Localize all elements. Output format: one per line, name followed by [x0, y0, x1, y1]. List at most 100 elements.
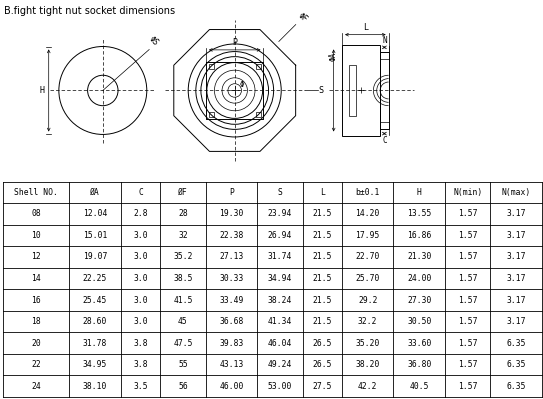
- Text: 21.5: 21.5: [313, 274, 332, 283]
- Text: 16: 16: [31, 296, 41, 304]
- Text: 35.20: 35.20: [356, 339, 380, 348]
- Bar: [380, 52, 389, 128]
- Text: 31.78: 31.78: [83, 339, 108, 348]
- Text: 27.30: 27.30: [407, 296, 432, 304]
- Text: 6.35: 6.35: [507, 382, 526, 391]
- Text: 20: 20: [31, 339, 41, 348]
- Text: 21.5: 21.5: [313, 296, 332, 304]
- Text: 13.55: 13.55: [407, 209, 432, 218]
- Text: 32.2: 32.2: [358, 317, 377, 326]
- Text: 49.24: 49.24: [268, 360, 292, 369]
- Text: 46.04: 46.04: [268, 339, 292, 348]
- Text: 3.5: 3.5: [133, 382, 148, 391]
- Text: ΦF: ΦF: [296, 11, 310, 24]
- Text: 22.70: 22.70: [356, 253, 380, 261]
- Text: 27.5: 27.5: [313, 382, 332, 391]
- Text: 56: 56: [178, 382, 188, 391]
- Text: 08: 08: [31, 209, 41, 218]
- Text: 3.0: 3.0: [133, 253, 148, 261]
- Text: 15.01: 15.01: [83, 231, 108, 240]
- Text: 28: 28: [178, 209, 188, 218]
- Text: 1.57: 1.57: [458, 296, 477, 304]
- Text: N: N: [382, 36, 387, 45]
- Text: Φ: Φ: [240, 80, 244, 89]
- Text: 45: 45: [178, 317, 188, 326]
- Text: 1.57: 1.57: [458, 209, 477, 218]
- Text: 1.57: 1.57: [458, 274, 477, 283]
- Text: S: S: [318, 86, 324, 95]
- Text: 1.57: 1.57: [458, 339, 477, 348]
- Text: 3.17: 3.17: [507, 296, 526, 304]
- Text: 26.94: 26.94: [268, 231, 292, 240]
- Text: 26.5: 26.5: [313, 360, 332, 369]
- Text: 33.60: 33.60: [407, 339, 432, 348]
- Text: 1.57: 1.57: [458, 360, 477, 369]
- Text: Shell NO.: Shell NO.: [14, 188, 58, 197]
- Text: ØF: ØF: [178, 188, 188, 197]
- Text: H: H: [417, 188, 422, 197]
- Text: 3.17: 3.17: [507, 253, 526, 261]
- Text: B.fight tight nut socket dimensions: B.fight tight nut socket dimensions: [4, 6, 175, 16]
- Text: 34.94: 34.94: [268, 274, 292, 283]
- Text: 25.45: 25.45: [83, 296, 108, 304]
- Text: ØA: ØA: [90, 188, 100, 197]
- Text: 30.50: 30.50: [407, 317, 432, 326]
- Text: 38.5: 38.5: [173, 274, 193, 283]
- Text: 10: 10: [31, 231, 41, 240]
- Text: 1.57: 1.57: [458, 317, 477, 326]
- Text: ΦS: ΦS: [147, 35, 160, 48]
- Text: 14: 14: [31, 274, 41, 283]
- Bar: [349, 65, 356, 116]
- Text: 23.94: 23.94: [268, 209, 292, 218]
- Text: 42.2: 42.2: [358, 382, 377, 391]
- Text: 38.10: 38.10: [83, 382, 108, 391]
- Text: 21.5: 21.5: [313, 231, 332, 240]
- Text: 47.5: 47.5: [173, 339, 193, 348]
- Text: C: C: [138, 188, 143, 197]
- Text: 39.83: 39.83: [219, 339, 244, 348]
- Text: 24.00: 24.00: [407, 274, 432, 283]
- Text: 22: 22: [31, 360, 41, 369]
- Text: N(max): N(max): [502, 188, 531, 197]
- Text: 19.30: 19.30: [219, 209, 244, 218]
- Text: 2.8: 2.8: [133, 209, 148, 218]
- Text: 32: 32: [178, 231, 188, 240]
- Text: 55: 55: [178, 360, 188, 369]
- Text: 33.49: 33.49: [219, 296, 244, 304]
- Text: 12.04: 12.04: [83, 209, 108, 218]
- Text: N(min): N(min): [453, 188, 482, 197]
- Text: 28.60: 28.60: [83, 317, 108, 326]
- Text: 3.0: 3.0: [133, 296, 148, 304]
- Text: 36.68: 36.68: [219, 317, 244, 326]
- Text: 29.2: 29.2: [358, 296, 377, 304]
- Bar: [342, 45, 380, 136]
- Text: 41.34: 41.34: [268, 317, 292, 326]
- Text: 3.0: 3.0: [133, 274, 148, 283]
- Text: H: H: [40, 86, 45, 95]
- Text: 17.95: 17.95: [356, 231, 380, 240]
- Text: 3.8: 3.8: [133, 339, 148, 348]
- Text: P: P: [229, 188, 234, 197]
- Text: 35.2: 35.2: [173, 253, 193, 261]
- Text: 18: 18: [31, 317, 41, 326]
- Text: 21.30: 21.30: [407, 253, 432, 261]
- Text: 26.5: 26.5: [313, 339, 332, 348]
- Text: L: L: [320, 188, 325, 197]
- Text: 1.57: 1.57: [458, 253, 477, 261]
- Text: 22.38: 22.38: [219, 231, 244, 240]
- Text: 1.57: 1.57: [458, 382, 477, 391]
- Text: 38.20: 38.20: [356, 360, 380, 369]
- Text: 3.8: 3.8: [133, 360, 148, 369]
- Text: b±0.1: b±0.1: [356, 188, 380, 197]
- Text: 3.17: 3.17: [507, 209, 526, 218]
- Text: 14.20: 14.20: [356, 209, 380, 218]
- Text: 3.0: 3.0: [133, 317, 148, 326]
- Text: S: S: [277, 188, 282, 197]
- Text: 31.74: 31.74: [268, 253, 292, 261]
- Text: 19.07: 19.07: [83, 253, 108, 261]
- Bar: [256, 112, 261, 117]
- Text: 6.35: 6.35: [507, 360, 526, 369]
- Text: 3.17: 3.17: [507, 231, 526, 240]
- Text: ΦA: ΦA: [329, 51, 338, 61]
- Text: 38.24: 38.24: [268, 296, 292, 304]
